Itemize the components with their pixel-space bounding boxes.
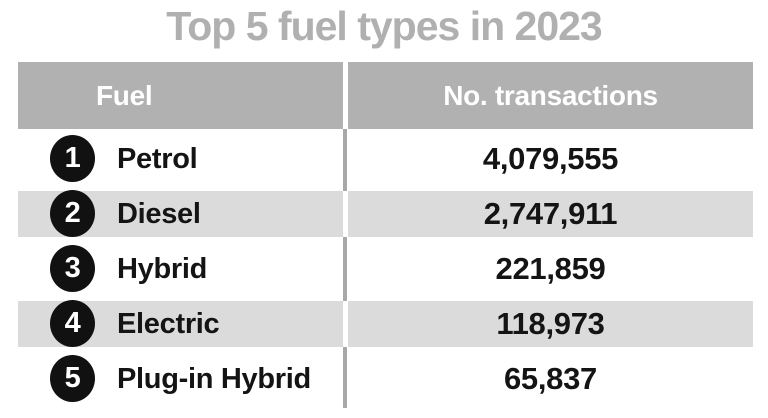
transactions-value: 2,747,911 [348,191,753,237]
transactions-value: 221,859 [495,251,606,286]
fuel-label: Petrol [117,142,198,175]
rank-number: 4 [64,307,81,339]
fuel-label: Electric [117,307,220,340]
table-header-row: Fuel No. transactions [18,62,753,129]
header-cell-transactions: No. transactions [348,62,753,129]
rank-badge: 3 [50,245,95,292]
rank-badge: 4 [50,300,95,347]
fuel-cell: 3 Hybrid [18,245,343,292]
rank-number: 5 [64,362,81,394]
rank-badge: 5 [50,355,95,402]
fuel-label: Plug-in Hybrid [117,362,311,395]
rank-badge: 1 [50,135,95,182]
table-row: 5 Plug-in Hybrid 65,837 [18,355,753,402]
table-row: 1 Petrol 4,079,555 [18,135,753,182]
fuel-label: Hybrid [117,252,208,285]
fuel-label: Diesel [117,197,201,230]
header-column-divider [343,62,348,129]
table-row: 3 Hybrid 221,859 [18,245,753,292]
table-body: 1 Petrol 4,079,555 2 Diesel 2,747,911 3 … [18,135,753,402]
column-divider-line [343,129,347,408]
fuel-cell: 2 Diesel [18,190,343,237]
fuel-table: Fuel No. transactions 1 Petrol 4,079,555… [18,62,753,408]
row-column-divider [343,301,348,347]
table-row: 2 Diesel 2,747,911 [18,190,753,237]
rank-number: 3 [64,252,81,284]
rank-number: 1 [64,142,81,174]
page-title: Top 5 fuel types in 2023 [166,3,603,49]
table-row: 4 Electric 118,973 [18,300,753,347]
rank-badge: 2 [50,190,95,237]
fuel-cell: 4 Electric [18,300,343,347]
rank-number: 2 [64,197,81,229]
header-cell-fuel: Fuel [18,62,343,129]
fuel-cell: 1 Petrol [18,135,343,182]
transactions-value: 4,079,555 [482,141,619,176]
fuel-cell: 5 Plug-in Hybrid [18,355,343,402]
transactions-value: 118,973 [348,301,753,347]
row-column-divider [343,191,348,237]
transactions-value: 65,837 [503,361,598,396]
